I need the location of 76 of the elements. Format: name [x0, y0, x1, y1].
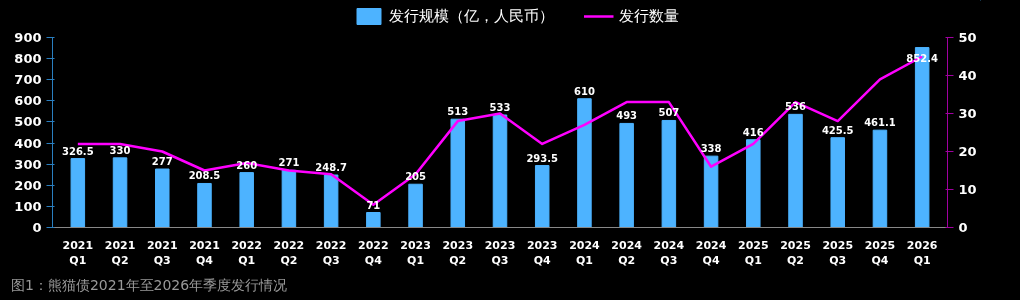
data-label: 493	[616, 110, 638, 122]
y-tick-label: 100	[14, 198, 42, 214]
bar	[450, 118, 466, 228]
bar	[746, 139, 761, 228]
data-label: 277	[151, 156, 173, 168]
data-label: 330	[109, 144, 131, 156]
data-label: 71	[366, 199, 381, 211]
legend-label: 发行数量	[618, 6, 679, 26]
x-tick-label: 2023 Q4	[526, 238, 558, 268]
bar	[112, 157, 128, 228]
x-tick-label: 2021 Q2	[104, 238, 136, 268]
bar	[577, 98, 592, 228]
data-label: 338	[700, 143, 722, 155]
y-tick-label: 600	[14, 93, 42, 109]
bar	[408, 183, 423, 228]
bar	[239, 172, 254, 228]
y2-tick-label: 0	[958, 220, 968, 235]
x-tick-label: 2021 Q1	[62, 238, 94, 268]
y-tick-label: 0	[32, 220, 42, 235]
data-label: 513	[447, 106, 469, 118]
bar	[70, 158, 86, 228]
data-label: 425.5	[821, 124, 854, 136]
y-tick-label: 200	[14, 177, 42, 193]
bar	[281, 169, 297, 228]
y2-tick-label: 50	[958, 30, 977, 45]
y-tick-label: 400	[14, 135, 42, 151]
bar	[661, 119, 677, 228]
y-tick-label: 900	[14, 30, 42, 45]
y-tick-label: 700	[14, 72, 42, 88]
x-tick-label: 2024 Q3	[653, 238, 685, 268]
x-tick-label: 2024 Q2	[611, 238, 643, 268]
x-tick-label: 2025 Q4	[864, 238, 896, 268]
data-label: 416	[742, 126, 764, 138]
bar	[155, 168, 170, 228]
data-label: 248.7	[315, 162, 347, 173]
x-tick-label: 2021 Q4	[189, 238, 220, 268]
bar	[534, 165, 550, 228]
bar	[703, 155, 719, 228]
x-tick-label: 2021 Q3	[146, 238, 178, 268]
y-tick-label: 300	[14, 156, 42, 172]
x-tick-label: 2022 Q3	[315, 238, 347, 268]
y-tick-label: 500	[14, 114, 42, 130]
legend-label: 发行规模（亿，人民币）	[388, 6, 554, 26]
x-tick-label: 2022 Q1	[231, 238, 263, 268]
x-tick-label: 2024 Q1	[569, 238, 601, 268]
x-tick-label: 2025 Q3	[822, 238, 854, 268]
x-tick-label: 2022 Q4	[358, 238, 389, 268]
x-tick-label: 2022 Q2	[273, 238, 305, 268]
caption: 图1：熊猫债2021年至2026年季度发行情况	[11, 276, 288, 295]
data-label: 461.1	[864, 117, 896, 129]
data-label: 610	[574, 85, 595, 97]
x-tick-label: 2023 Q1	[400, 238, 431, 268]
x-tick-label: 2023 Q2	[442, 238, 474, 268]
bar	[788, 113, 803, 228]
bar	[872, 129, 888, 228]
x-tick-label: 2024 Q4	[695, 238, 727, 268]
x-tick-label: 2025 Q2	[780, 238, 811, 268]
x-tick-label: 2023 Q3	[484, 238, 516, 268]
data-label: 293.5	[526, 152, 559, 164]
data-label: 533	[489, 101, 511, 113]
bar	[323, 174, 339, 228]
x-tick-label: 2025 Q1	[737, 238, 769, 268]
y2-tick-label: 40	[958, 68, 977, 83]
bar	[366, 212, 381, 228]
y2-tick-label: 30	[958, 106, 977, 121]
bar	[492, 114, 508, 228]
bar	[197, 182, 212, 228]
y2-tick-label: 20	[958, 144, 977, 159]
bar	[830, 137, 845, 228]
x-tick-label: 2026 Q1	[906, 238, 938, 268]
data-label: 208.5	[188, 170, 221, 182]
y-tick-label: 800	[14, 51, 42, 67]
data-label: 271	[278, 157, 300, 169]
y2-tick-label: 10	[958, 182, 977, 197]
bar	[619, 122, 634, 228]
data-label: 326.5	[62, 145, 94, 157]
